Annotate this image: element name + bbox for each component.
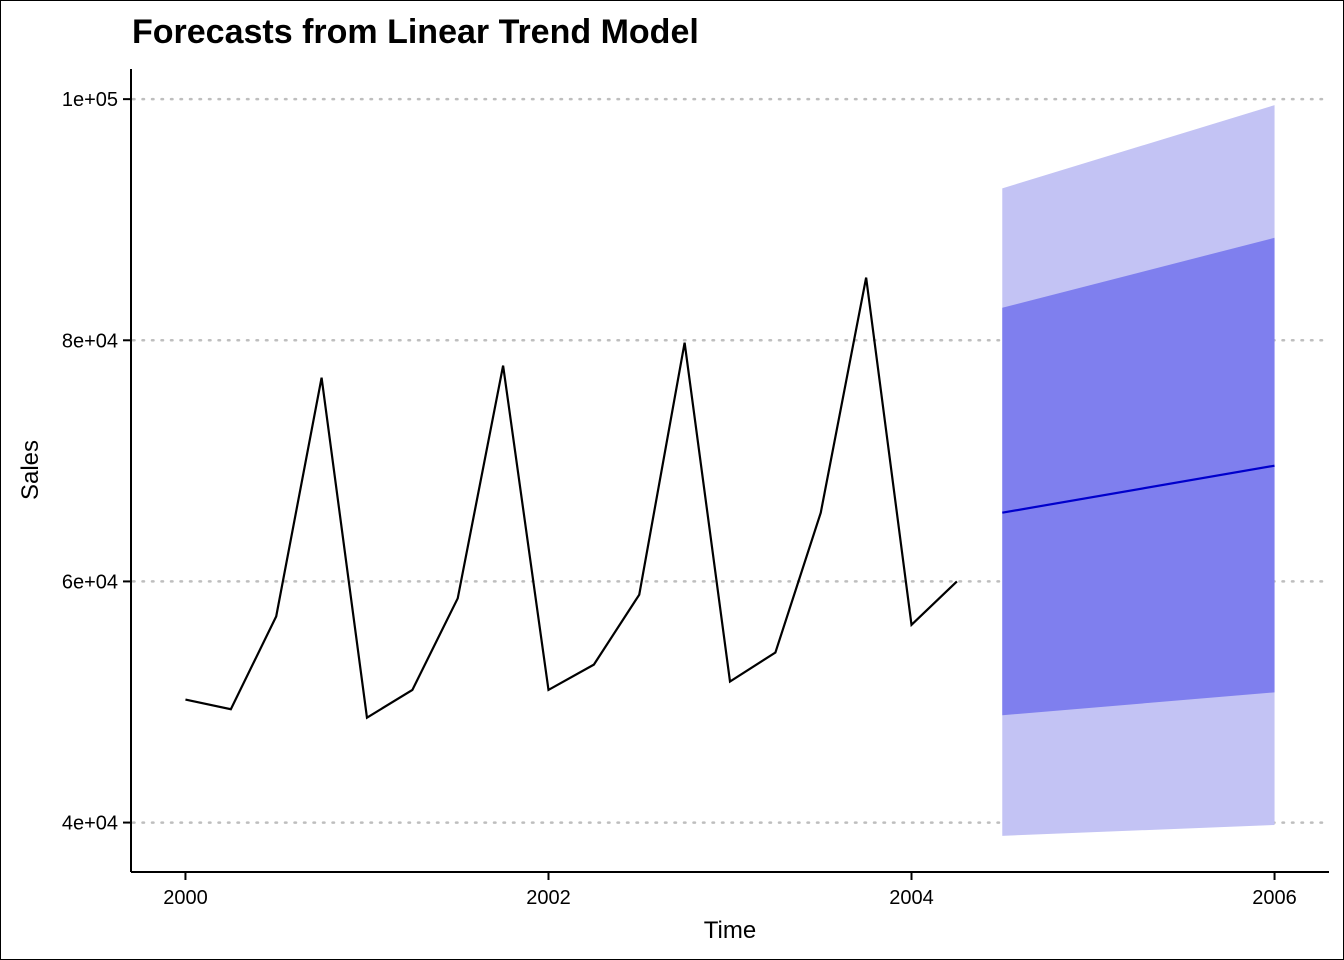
band-80 (1002, 237, 1275, 716)
y-axis-title: Sales (17, 440, 44, 500)
x-axis-title: Time (704, 917, 756, 944)
y-tick-label-1: 6e+04 (62, 571, 118, 593)
series-forecast-line (1002, 464, 1275, 514)
x-tick-label-2: 2004 (889, 887, 934, 909)
series-layer (185, 277, 1275, 720)
y-tick-label-2: 8e+04 (62, 330, 118, 352)
x-tick-label-1: 2002 (526, 887, 571, 909)
chart-title: Forecasts from Linear Trend Model (132, 13, 699, 51)
axes-layer: 4e+04 6e+04 8e+04 1e+05 2000 2002 2004 2006 (62, 69, 1329, 909)
band80-layer (1002, 237, 1275, 716)
x-tick-label-3: 2006 (1252, 887, 1297, 909)
y-tick-label-0: 4e+04 (62, 813, 118, 835)
y-tick-label-3: 1e+05 (62, 89, 118, 111)
series-observed-line (185, 277, 958, 720)
x-tick-label-0: 2000 (163, 887, 208, 909)
